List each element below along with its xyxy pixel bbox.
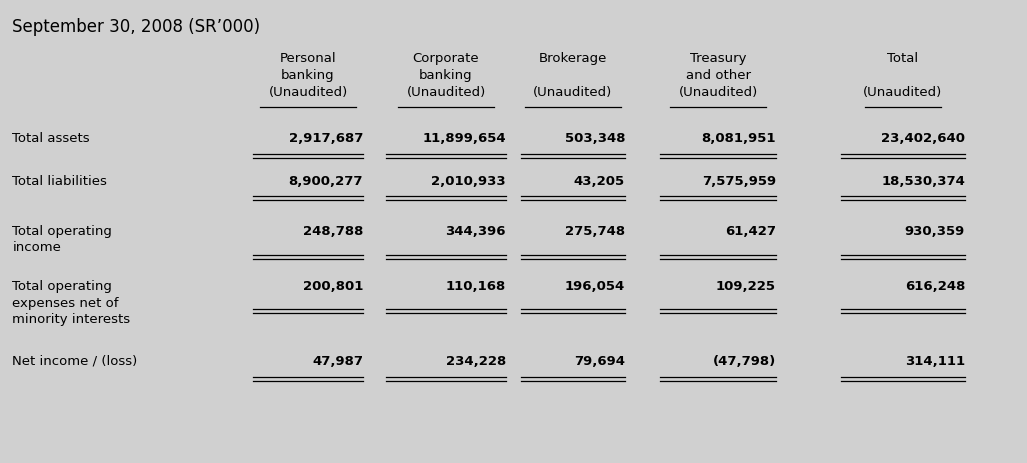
Text: Total operating
expenses net of
minority interests: Total operating expenses net of minority… (12, 279, 130, 325)
Text: (Unaudited): (Unaudited) (533, 86, 613, 99)
Text: 110,168: 110,168 (446, 279, 506, 292)
Text: 8,081,951: 8,081,951 (701, 131, 776, 144)
Text: (47,798): (47,798) (713, 354, 776, 367)
Text: September 30, 2008 (SR’000): September 30, 2008 (SR’000) (12, 18, 260, 36)
Text: 8,900,277: 8,900,277 (289, 175, 363, 188)
Text: 503,348: 503,348 (565, 131, 625, 144)
Text: Total operating
income: Total operating income (12, 225, 112, 254)
Text: (Unaudited): (Unaudited) (407, 86, 486, 99)
Text: 196,054: 196,054 (565, 279, 625, 292)
Text: Personal: Personal (279, 52, 336, 65)
Text: 7,575,959: 7,575,959 (701, 175, 776, 188)
Text: banking: banking (281, 69, 335, 82)
Text: 109,225: 109,225 (716, 279, 776, 292)
Text: 18,530,374: 18,530,374 (881, 175, 965, 188)
Text: (Unaudited): (Unaudited) (864, 86, 943, 99)
Text: Total: Total (887, 52, 918, 65)
Text: 234,228: 234,228 (446, 354, 506, 367)
Text: Net income / (loss): Net income / (loss) (12, 354, 138, 367)
Text: 344,396: 344,396 (446, 225, 506, 238)
Text: 23,402,640: 23,402,640 (881, 131, 965, 144)
Text: Corporate: Corporate (413, 52, 480, 65)
Text: Total assets: Total assets (12, 131, 90, 144)
Text: Treasury: Treasury (690, 52, 747, 65)
Text: (Unaudited): (Unaudited) (268, 86, 347, 99)
Text: 43,205: 43,205 (574, 175, 625, 188)
Text: 248,788: 248,788 (303, 225, 363, 238)
Text: 616,248: 616,248 (905, 279, 965, 292)
Text: banking: banking (419, 69, 472, 82)
Text: (Unaudited): (Unaudited) (679, 86, 758, 99)
Text: 314,111: 314,111 (905, 354, 965, 367)
Text: 47,987: 47,987 (312, 354, 363, 367)
Text: 930,359: 930,359 (905, 225, 965, 238)
Text: 275,748: 275,748 (565, 225, 625, 238)
Text: 200,801: 200,801 (303, 279, 363, 292)
Text: 11,899,654: 11,899,654 (422, 131, 506, 144)
Text: and other: and other (685, 69, 751, 82)
Text: 79,694: 79,694 (574, 354, 625, 367)
Text: 2,010,933: 2,010,933 (431, 175, 506, 188)
Text: Brokerage: Brokerage (539, 52, 607, 65)
Text: Total liabilities: Total liabilities (12, 175, 107, 188)
Text: 61,427: 61,427 (725, 225, 776, 238)
Text: 2,917,687: 2,917,687 (289, 131, 363, 144)
